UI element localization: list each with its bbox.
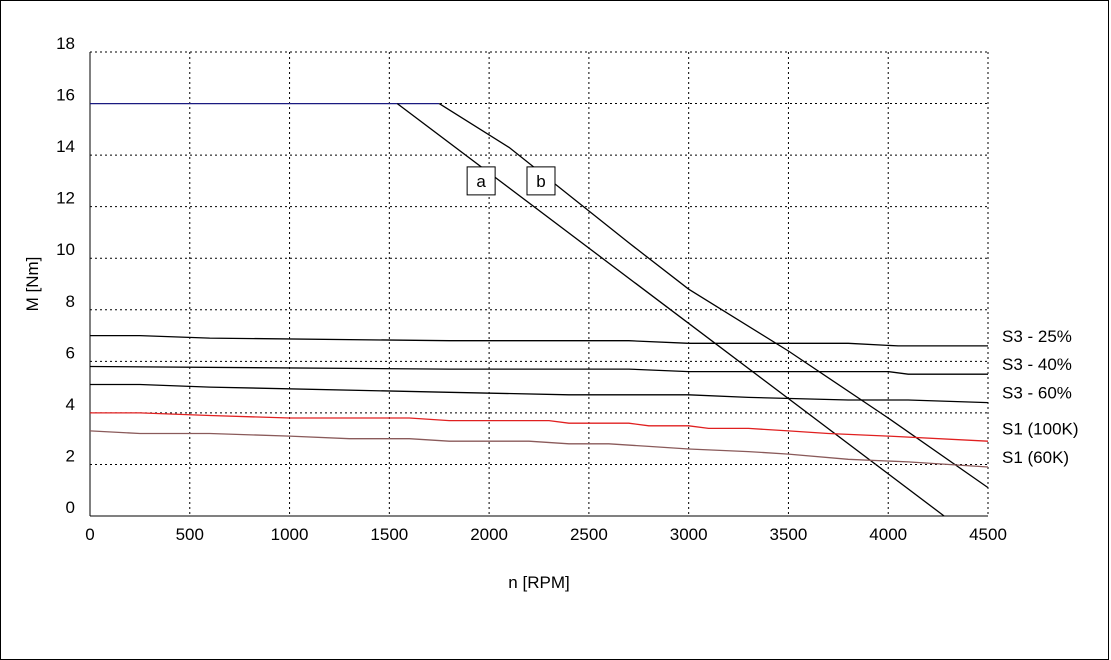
series-label-1: S3 - 40% <box>1002 355 1072 374</box>
series-line-s1_100k <box>90 412 989 442</box>
y-tick-label-7: 14 <box>56 137 75 156</box>
series-line-a <box>396 103 945 517</box>
series-group <box>89 102 989 517</box>
grid <box>90 51 989 516</box>
series-label-0: S3 - 25% <box>1002 327 1072 346</box>
series-label-2: S3 - 60% <box>1002 384 1072 403</box>
x-tick-label-7: 3500 <box>770 525 808 544</box>
x-tick-label-6: 3000 <box>670 525 708 544</box>
axes: 0 500 1000 1500 2000 2500 3000 3500 4000 4500 0 2 4 6… <box>56 34 1007 544</box>
series-label-4: S1 (60K) <box>1002 448 1069 467</box>
x-tick-label-0: 0 <box>85 525 94 544</box>
box-label-frame-a <box>466 166 496 196</box>
x-tick-label-1: 500 <box>176 525 204 544</box>
y-tick-label-9: 18 <box>56 34 75 53</box>
y-tick-label-6: 12 <box>56 189 75 208</box>
x-tick-label-9: 4500 <box>969 525 1007 544</box>
y-tick-label-5: 10 <box>56 240 75 259</box>
series-line-s3_40 <box>89 365 988 375</box>
box-label-b: b <box>536 172 545 191</box>
y-tick-label-8: 16 <box>56 86 75 105</box>
x-tick-label-2: 1000 <box>271 525 309 544</box>
series-label-3: S1 (100K) <box>1002 420 1079 439</box>
y-tick-label-1: 2 <box>66 446 75 465</box>
x-tick-label-8: 4000 <box>869 525 907 544</box>
x-axis-label: n [RPM] <box>508 573 569 592</box>
box-label-frame-b <box>526 166 556 196</box>
box-label-a: a <box>476 172 486 191</box>
torque-speed-chart: 0 500 1000 1500 2000 2500 3000 3500 4000 4500 0 2 4 6… <box>23 34 1079 592</box>
series-line-s3_60 <box>90 383 989 404</box>
series-line-s3_25 <box>90 334 988 347</box>
y-tick-label-2: 4 <box>66 395 75 414</box>
y-axis-label: M [Nm] <box>23 257 42 312</box>
labels-group: a b S3 - 25% S3 - 40% S3 - 60% S1 (100K) S1 (6… <box>466 166 1079 467</box>
x-tick-label-4: 2000 <box>470 525 508 544</box>
series-line-s1_60k <box>89 430 989 468</box>
y-tick-label-3: 6 <box>66 343 75 362</box>
x-tick-label-5: 2500 <box>570 525 608 544</box>
y-tick-label-0: 0 <box>66 498 75 517</box>
x-tick-label-3: 1500 <box>370 525 408 544</box>
y-tick-label-4: 8 <box>66 292 75 311</box>
series-line-b <box>438 103 989 489</box>
